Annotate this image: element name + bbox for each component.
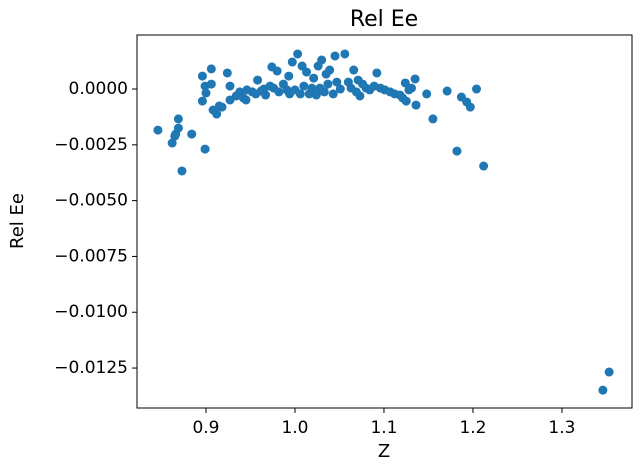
scatter-point — [307, 83, 317, 93]
scatter-point — [401, 96, 411, 106]
scatter-point — [274, 87, 284, 97]
scatter-point — [284, 71, 294, 81]
y-tick-label: 0.0000 — [69, 79, 128, 99]
scatter-point — [153, 125, 163, 135]
scatter-point — [197, 96, 207, 106]
scatter-point — [407, 83, 417, 93]
scatter-point — [201, 88, 211, 98]
x-tick-label: 1.0 — [281, 418, 308, 438]
scatter-point — [328, 89, 338, 99]
scatter-point — [309, 73, 319, 83]
x-tick-label: 1.1 — [370, 418, 397, 438]
x-tick-label: 0.9 — [192, 418, 219, 438]
scatter-point — [171, 129, 181, 139]
scatter-point — [422, 89, 432, 99]
scatter-point — [340, 49, 350, 59]
scatter-point — [197, 71, 207, 81]
scatter-point — [311, 90, 321, 100]
scatter-point — [293, 49, 303, 59]
scatter-point — [295, 89, 305, 99]
x-tick-label: 1.2 — [459, 418, 486, 438]
scatter-point — [332, 77, 342, 87]
scatter-point — [465, 102, 475, 112]
y-tick-label: −0.0075 — [54, 246, 128, 266]
x-tick-label: 1.3 — [548, 418, 575, 438]
scatter-point — [319, 87, 329, 97]
scatter-point — [452, 146, 462, 156]
scatter-point — [206, 79, 216, 89]
scatter-point — [317, 55, 327, 65]
scatter-point — [299, 81, 309, 91]
scatter-point — [217, 102, 227, 112]
scatter-point — [355, 91, 365, 101]
scatter-point — [410, 74, 420, 84]
scatter-point — [287, 57, 297, 67]
scatter-point — [335, 84, 345, 94]
scatter-point — [187, 129, 197, 139]
scatter-point — [428, 114, 438, 124]
scatter-point — [222, 68, 232, 78]
scatter-point — [598, 385, 608, 395]
scatter-point — [253, 75, 263, 85]
scatter-point — [225, 81, 235, 91]
scatter-point — [272, 66, 282, 76]
chart-title: Rel Ee — [350, 7, 418, 32]
y-axis-label: Rel Ee — [7, 193, 28, 249]
scatter-point — [212, 109, 222, 119]
scatter-point — [325, 65, 335, 75]
scatter-point — [323, 79, 333, 89]
y-tick-label: −0.0025 — [54, 135, 128, 155]
scatter-point — [200, 144, 210, 154]
scatter-point — [604, 367, 614, 377]
y-tick-label: −0.0125 — [54, 358, 128, 378]
scatter-point — [349, 65, 359, 75]
scatter-point — [206, 64, 216, 74]
scatter-point — [372, 68, 382, 78]
scatter-point — [167, 138, 177, 148]
y-tick-label: −0.0100 — [54, 302, 128, 322]
scatter-point — [472, 84, 482, 94]
scatter-point — [411, 100, 421, 110]
scatter-point — [330, 51, 340, 61]
x-axis-label: Z — [378, 441, 390, 462]
scatter-point — [302, 67, 312, 77]
axes-frame — [136, 34, 633, 409]
scatter-point — [442, 86, 452, 96]
plot-area — [153, 49, 614, 395]
scatter-point — [241, 95, 251, 105]
scatter-point — [261, 90, 271, 100]
scatter-point — [479, 161, 489, 171]
scatter-point — [177, 166, 187, 176]
scatter-point — [400, 78, 410, 88]
scatter-point — [173, 114, 183, 124]
y-tick-label: −0.0050 — [54, 191, 128, 211]
